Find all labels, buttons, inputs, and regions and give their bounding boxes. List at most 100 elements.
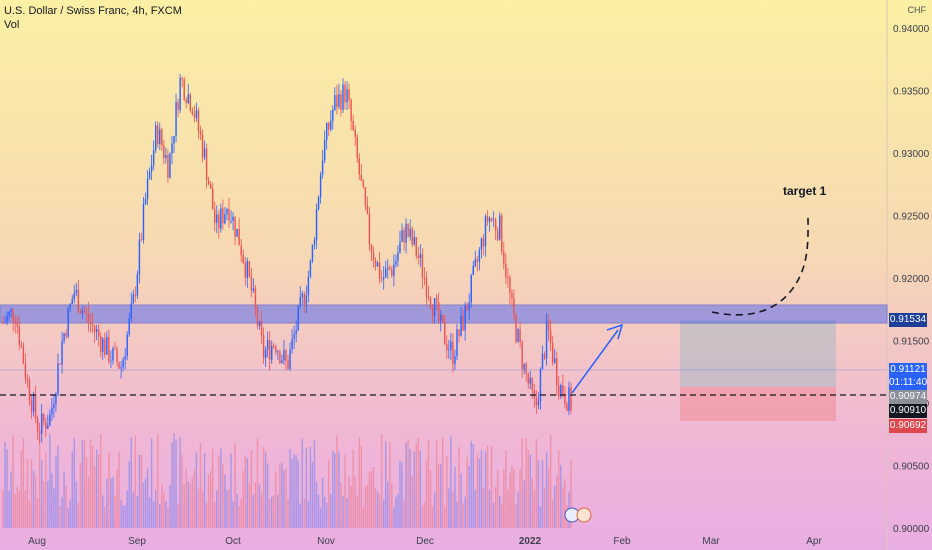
volume-bar (154, 489, 157, 528)
candle (222, 208, 224, 224)
target-curve[interactable] (711, 214, 809, 316)
candle (32, 395, 35, 412)
volume-bar (285, 468, 287, 528)
candle (460, 315, 462, 336)
candle (277, 351, 279, 353)
volume-bar (297, 460, 299, 528)
volume-bar (307, 500, 310, 528)
volume-bar (57, 445, 59, 528)
candle (505, 263, 507, 278)
volume-bar (185, 468, 187, 528)
candle (136, 274, 139, 296)
candle (403, 230, 405, 243)
candle (268, 339, 271, 360)
candle (175, 102, 177, 136)
volume-bar (207, 474, 210, 528)
volume-bar (385, 441, 387, 528)
volume-bar (2, 489, 4, 528)
volume-bar (368, 471, 371, 528)
price-tag[interactable]: 0.91121 (889, 363, 927, 377)
volume-bar (228, 489, 230, 528)
candle (397, 252, 399, 261)
volume-bar (519, 469, 521, 528)
resistance-zone[interactable] (0, 304, 888, 324)
candle (216, 214, 218, 223)
volume-bar (55, 455, 57, 528)
candle (73, 293, 75, 300)
indicator-label[interactable]: Vol (4, 19, 20, 31)
volume-bar (372, 467, 375, 528)
candle (340, 94, 342, 110)
volume-bar (464, 496, 466, 528)
candle (437, 302, 440, 321)
candle (4, 321, 6, 323)
candle (181, 77, 183, 80)
projection-arrow[interactable] (571, 329, 619, 394)
volume-bar (511, 466, 513, 528)
candle (382, 277, 385, 280)
volume-bar (236, 494, 238, 528)
candle (287, 360, 289, 369)
candle (533, 390, 536, 398)
volume-bar (439, 464, 442, 528)
candle (462, 315, 464, 331)
price-tag[interactable]: 0.90910 (889, 404, 927, 418)
candle (256, 307, 259, 326)
candle (89, 321, 92, 324)
candle (348, 89, 350, 100)
candle (323, 140, 326, 161)
candle (10, 309, 12, 312)
price-tag[interactable]: 0.91534 (889, 313, 927, 327)
candle (61, 341, 63, 365)
price-tag[interactable]: 0.90692 (889, 419, 927, 433)
price-tag[interactable]: 0.90974 (889, 390, 927, 404)
volume-bar (97, 453, 100, 528)
candle (134, 294, 137, 296)
volume-bar (71, 451, 73, 528)
volume-bar (553, 485, 556, 528)
candle (338, 94, 340, 108)
candle (562, 385, 564, 396)
candle (224, 214, 226, 224)
candle (93, 325, 96, 332)
candle (429, 298, 432, 308)
candle (18, 326, 21, 345)
volume-bar (558, 450, 560, 528)
time-tick-label: Apr (806, 536, 822, 547)
volume-bar (142, 482, 145, 528)
volume-bar (435, 439, 438, 528)
stop-box[interactable] (680, 387, 836, 421)
symbol-title[interactable]: U.S. Dollar / Swiss Franc, 4h, FXCM (4, 5, 182, 17)
candle (201, 134, 204, 158)
candle (126, 334, 128, 357)
volume-bar (79, 462, 82, 528)
volume-bar (560, 464, 562, 528)
candle (106, 336, 108, 355)
volume-bar (169, 485, 171, 528)
event-icons[interactable] (564, 507, 592, 523)
volume-bar (120, 500, 122, 528)
volume-bar (230, 453, 232, 528)
candle (14, 320, 16, 323)
volume-bar (342, 496, 344, 528)
volume-bar (362, 506, 365, 528)
candle (167, 155, 169, 178)
volume-bar (387, 481, 389, 528)
volume-bar (24, 490, 27, 528)
candle (197, 110, 200, 131)
volume-bar (85, 457, 88, 528)
volume-bar (564, 478, 566, 528)
candle (319, 174, 322, 197)
candle (509, 277, 511, 293)
volume-bar (130, 437, 132, 528)
volume-bar (40, 459, 43, 528)
volume-bar (478, 458, 481, 528)
price-tag[interactable]: 01:11:40 (889, 376, 928, 390)
volume-bar (480, 449, 483, 528)
candle (79, 312, 82, 314)
target-box[interactable] (680, 320, 836, 387)
candle (419, 254, 422, 258)
candle (507, 277, 509, 278)
